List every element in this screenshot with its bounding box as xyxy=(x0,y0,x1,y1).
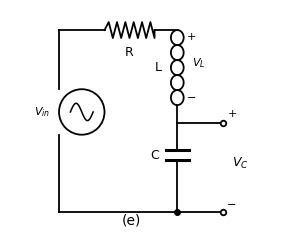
Text: $V_{in}$: $V_{in}$ xyxy=(34,105,50,119)
Text: $V_L$: $V_L$ xyxy=(192,56,206,70)
Text: +: + xyxy=(227,109,237,119)
Text: C: C xyxy=(150,149,159,162)
Text: $V_C$: $V_C$ xyxy=(232,156,248,171)
Text: L: L xyxy=(154,61,161,74)
Text: −: − xyxy=(186,93,196,103)
Text: −: − xyxy=(227,200,237,210)
Text: (e): (e) xyxy=(122,214,142,228)
Text: +: + xyxy=(186,32,196,42)
Text: R: R xyxy=(125,46,134,59)
